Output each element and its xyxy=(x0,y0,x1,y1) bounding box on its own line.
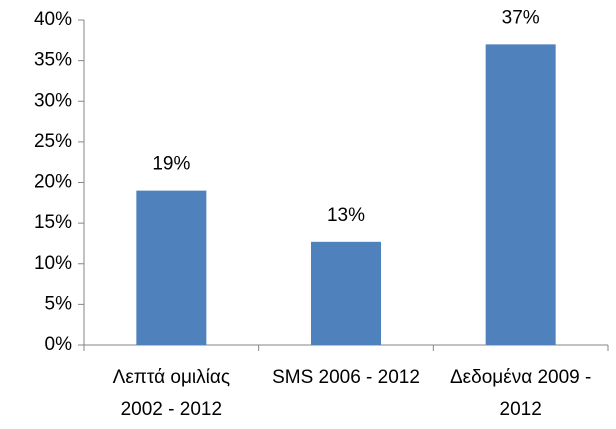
y-tick-label: 15% xyxy=(34,212,72,233)
y-tick-label: 10% xyxy=(34,253,72,274)
y-tick-label: 40% xyxy=(34,9,72,30)
bar xyxy=(311,241,381,345)
y-tick-label: 25% xyxy=(34,131,72,152)
bar xyxy=(136,190,207,345)
data-label: 37% xyxy=(502,7,540,28)
x-tick-label: SMS 2006 - 2012 xyxy=(272,367,420,388)
bar xyxy=(485,44,556,345)
x-tick-label: Δεδομένα 2009 - 2012 xyxy=(449,367,592,420)
data-label: 13% xyxy=(327,205,365,226)
y-tick-label: 35% xyxy=(34,50,72,71)
y-tick-label: 30% xyxy=(34,90,72,111)
data-label: 19% xyxy=(152,154,190,175)
x-tick-label: Λεπτά ομιλίας 2002 - 2012 xyxy=(112,367,231,420)
y-tick-label: 5% xyxy=(45,293,73,314)
y-tick-label: 0% xyxy=(45,334,73,355)
y-tick-label: 20% xyxy=(34,172,72,193)
